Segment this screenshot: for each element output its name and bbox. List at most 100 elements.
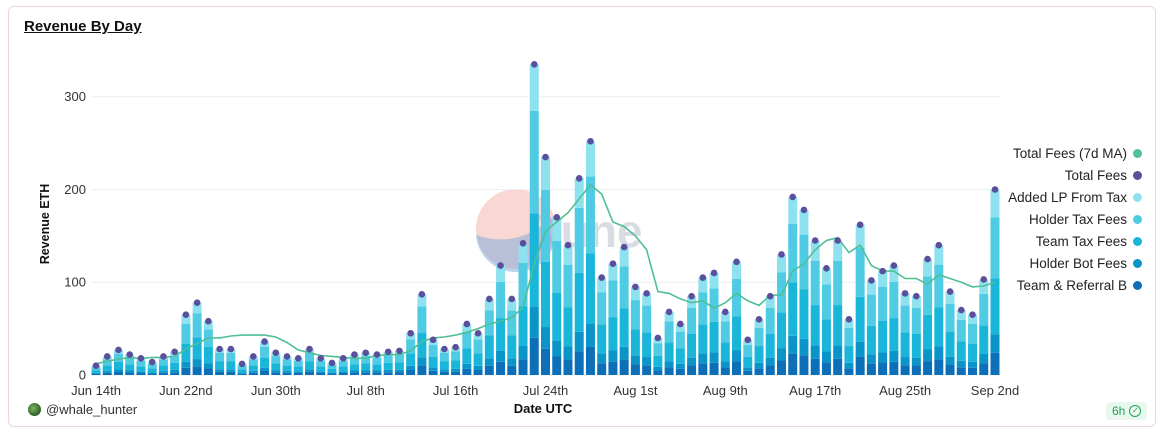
bar-segment-holder-bot xyxy=(158,370,168,373)
bar-segment-holder-bot xyxy=(698,353,708,364)
bar-segment-team-referral xyxy=(338,372,348,375)
legend-item-holder-tax[interactable]: Holder Tax Fees xyxy=(960,208,1142,230)
bar-segment-team-tax xyxy=(956,341,966,361)
bar-segment-team-tax xyxy=(934,307,944,347)
bar-segment-holder-bot xyxy=(293,371,303,373)
bar-segment-holder-bot xyxy=(451,368,461,372)
x-tick-label: Jun 22nd xyxy=(159,383,213,398)
bar-segment-holder-tax xyxy=(956,319,966,342)
bar-segment-holder-bot xyxy=(754,362,764,369)
legend-item-ma[interactable]: Total Fees (7d MA) xyxy=(960,142,1142,164)
bar-segment-holder-tax xyxy=(923,276,933,315)
total-fees-dot xyxy=(530,60,538,68)
y-tick-label: 300 xyxy=(64,89,86,104)
total-fees-dot xyxy=(856,221,864,229)
bar-segment-team-referral xyxy=(709,362,719,375)
bar-segment-holder-tax xyxy=(248,359,258,366)
bar-segment-holder-tax xyxy=(585,176,595,254)
bar-segment-team-referral xyxy=(855,356,865,375)
legend-label: Team & Referral B xyxy=(1016,277,1127,293)
bar-segment-holder-tax xyxy=(821,284,831,320)
bar-segment-team-referral xyxy=(372,372,382,375)
legend-item-team-tax[interactable]: Team Tax Fees xyxy=(960,230,1142,252)
total-fees-dot xyxy=(587,137,594,145)
bar-segment-holder-bot xyxy=(338,371,348,373)
bar-segment-added-lp xyxy=(585,141,595,177)
bar-segment-team-tax xyxy=(799,289,809,339)
bar-segment-holder-bot xyxy=(675,363,685,369)
bar-segment-holder-tax xyxy=(900,305,910,333)
bar-segment-holder-tax xyxy=(979,293,989,326)
bar-segment-added-lp xyxy=(821,268,831,285)
total-fees-dot xyxy=(441,345,448,353)
bar-segment-holder-tax xyxy=(282,359,292,366)
bar-segment-team-tax xyxy=(248,365,258,371)
total-fees-dot xyxy=(160,353,167,360)
bar-segment-holder-bot xyxy=(900,357,910,366)
bar-segment-holder-tax xyxy=(147,363,157,369)
bar-segment-team-referral xyxy=(136,372,146,375)
bar-segment-holder-bot xyxy=(282,370,292,373)
bar-segment-holder-tax xyxy=(215,352,225,362)
bar-segment-holder-tax xyxy=(664,321,674,343)
y-axis-label: Revenue ETH xyxy=(38,184,52,265)
bar-segment-team-referral xyxy=(147,373,157,375)
bar-segment-team-tax xyxy=(765,334,775,358)
legend-item-team-referral[interactable]: Team & Referral B xyxy=(960,274,1142,296)
bar-segment-team-tax xyxy=(102,365,112,371)
legend-item-added-lp[interactable]: Added LP From Tax xyxy=(960,186,1142,208)
bar-segment-holder-tax xyxy=(810,260,820,306)
bar-segment-team-tax xyxy=(810,305,820,346)
bar-segment-holder-tax xyxy=(597,292,607,325)
legend-item-total[interactable]: Total Fees xyxy=(960,164,1142,186)
chart-title[interactable]: Revenue By Day xyxy=(24,18,142,35)
bar-segment-holder-bot xyxy=(192,359,202,367)
total-fees-dot xyxy=(766,292,774,300)
bar-segment-team-referral xyxy=(102,372,112,375)
total-fees-dot xyxy=(463,320,471,328)
bar-segment-holder-bot xyxy=(563,346,573,360)
bar-segment-holder-tax xyxy=(844,327,854,347)
bar-segment-holder-tax xyxy=(889,281,899,319)
bar-segment-holder-tax xyxy=(653,343,663,356)
total-fees-dot xyxy=(294,355,302,362)
bar-segment-team-referral xyxy=(833,358,843,375)
legend-item-holder-bot[interactable]: Holder Bot Fees xyxy=(960,252,1142,274)
bar-segment-holder-bot xyxy=(226,369,236,372)
bar-segment-holder-bot xyxy=(619,346,629,360)
legend-label: Total Fees xyxy=(1064,167,1127,183)
bar-segment-team-referral xyxy=(878,362,888,375)
bar-segment-team-referral xyxy=(305,371,315,375)
total-fees-dot xyxy=(800,206,808,214)
bar-segment-team-referral xyxy=(810,358,820,375)
bar-segment-team-tax xyxy=(788,282,798,336)
total-fees-dot xyxy=(811,237,819,244)
bar-segment-added-lp xyxy=(765,296,775,308)
bar-segment-holder-bot xyxy=(732,350,742,362)
total-fees-dot xyxy=(913,292,920,300)
bar-segment-holder-tax xyxy=(361,356,371,364)
chart-legend[interactable]: Total Fees (7d MA) Total Fees Added LP Fro… xyxy=(960,142,1142,296)
bar-segment-added-lp xyxy=(552,217,562,241)
bar-segment-team-referral xyxy=(417,365,427,375)
bar-segment-holder-bot xyxy=(574,331,584,352)
bar-segment-holder-tax xyxy=(406,339,416,354)
bar-segment-holder-tax xyxy=(271,356,281,364)
refresh-badge[interactable]: 6h ✓ xyxy=(1106,402,1148,420)
total-fees-dot xyxy=(373,351,381,358)
bar-segment-team-tax xyxy=(305,361,315,370)
bar-segment-holder-tax xyxy=(496,281,506,319)
bar-segment-holder-tax xyxy=(305,352,315,362)
bar-segment-holder-bot xyxy=(630,355,640,365)
bar-segment-holder-tax xyxy=(675,331,685,349)
total-fees-dot xyxy=(890,262,898,269)
bar-segment-added-lp xyxy=(788,196,798,224)
author-tag[interactable]: @whale_hunter xyxy=(28,402,137,417)
y-tick-label: 0 xyxy=(79,368,86,383)
bar-segment-team-tax xyxy=(990,278,1000,335)
total-fees-dot xyxy=(362,349,370,357)
x-tick-label: Aug 1st xyxy=(613,383,657,398)
bar-segment-holder-bot xyxy=(462,363,472,369)
bar-segment-holder-bot xyxy=(799,338,809,356)
